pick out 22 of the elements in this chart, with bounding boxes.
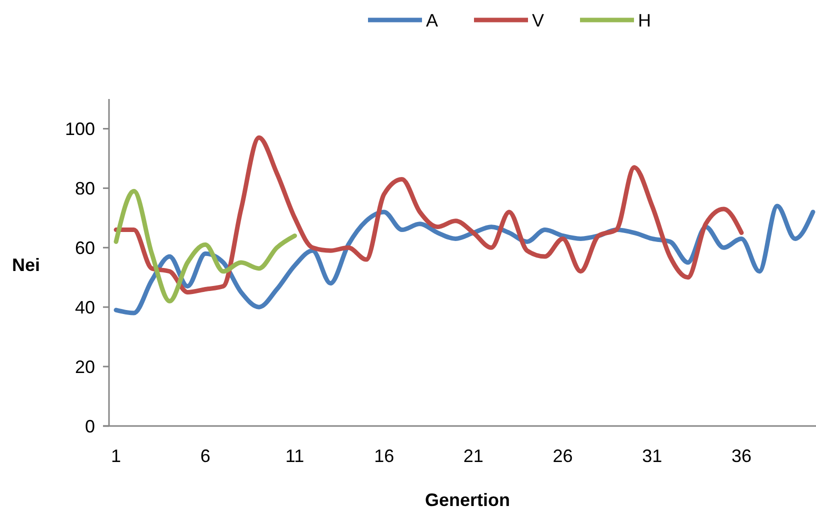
legend-label: A [426,10,438,30]
x-tick-label: 21 [463,446,484,466]
x-tick-label: 11 [285,446,304,466]
x-axis-title: Genertion [424,490,510,510]
y-tick-label: 60 [74,238,95,258]
y-tick-label: 100 [64,119,95,140]
y-tick-label: 20 [74,356,95,377]
y-tick-label: 80 [74,178,95,198]
line-series [114,135,744,294]
x-tick-label: 26 [552,446,573,466]
line-series [114,188,297,304]
y-axis-title: Nei [12,255,40,275]
y-tick-label: 40 [74,297,95,318]
x-tick-label: 16 [374,446,394,466]
y-tick-label: 0 [84,416,95,436]
line-series [114,204,816,316]
x-tick-label: 1 [111,446,122,466]
legend-label: H [638,10,651,30]
legend-label: V [532,10,544,30]
x-tick-label: 36 [731,446,752,466]
x-tick-label: 31 [642,446,662,466]
x-tick-label: 6 [200,446,210,466]
